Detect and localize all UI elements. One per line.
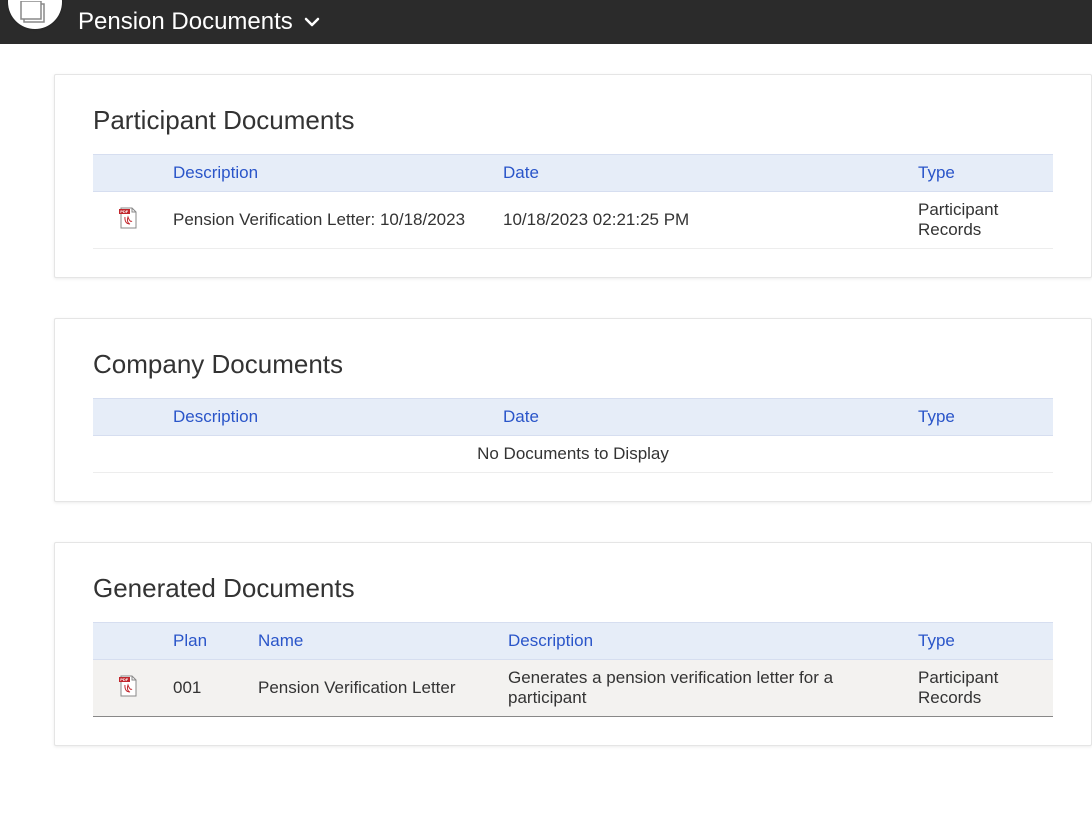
col-description[interactable]: Description	[498, 623, 908, 660]
col-description[interactable]: Description	[163, 155, 493, 192]
cell-description: Pension Verification Letter: 10/18/2023	[163, 192, 493, 249]
participant-section-title: Participant Documents	[93, 105, 1053, 136]
col-icon	[93, 399, 163, 436]
cell-name: Pension Verification Letter	[248, 660, 498, 717]
cell-date: 10/18/2023 02:21:25 PM	[493, 192, 908, 249]
chevron-down-icon	[303, 13, 321, 31]
col-type[interactable]: Type	[908, 155, 1053, 192]
cell-type: Participant Records	[908, 660, 1053, 717]
participant-documents-card: Participant Documents Description Date T…	[54, 74, 1092, 278]
empty-row: No Documents to Display	[93, 436, 1053, 473]
col-date[interactable]: Date	[493, 155, 908, 192]
generated-section-title: Generated Documents	[93, 573, 1053, 604]
col-type[interactable]: Type	[908, 399, 1053, 436]
pdf-cell[interactable]: PDF	[93, 660, 163, 717]
document-stack-icon	[20, 1, 50, 25]
cell-description: Generates a pension verification letter …	[498, 660, 908, 717]
col-icon	[93, 623, 163, 660]
svg-text:PDF: PDF	[120, 677, 129, 682]
app-icon	[8, 0, 62, 29]
col-icon	[93, 155, 163, 192]
page-body: Participant Documents Description Date T…	[0, 44, 1092, 816]
pdf-cell[interactable]: PDF	[93, 192, 163, 249]
table-row[interactable]: PDF 001 Pension Verification Letter Gene…	[93, 660, 1053, 717]
generated-documents-table: Plan Name Description Type PD	[93, 622, 1053, 717]
generated-documents-card: Generated Documents Plan Name Descriptio…	[54, 542, 1092, 746]
col-description[interactable]: Description	[163, 399, 493, 436]
cell-plan: 001	[163, 660, 248, 717]
empty-text: No Documents to Display	[93, 436, 1053, 473]
company-documents-table: Description Date Type No Documents to Di…	[93, 398, 1053, 473]
svg-text:PDF: PDF	[120, 209, 129, 214]
page-title: Pension Documents	[78, 8, 293, 36]
cell-type: Participant Records	[908, 192, 1053, 249]
col-name[interactable]: Name	[248, 623, 498, 660]
col-date[interactable]: Date	[493, 399, 908, 436]
participant-documents-table: Description Date Type PDF	[93, 154, 1053, 249]
company-section-title: Company Documents	[93, 349, 1053, 380]
topbar: Pension Documents	[0, 0, 1092, 44]
page-title-dropdown[interactable]: Pension Documents	[78, 8, 321, 36]
table-row[interactable]: PDF Pension Verification Letter: 10/18/2…	[93, 192, 1053, 249]
pdf-icon: PDF	[118, 675, 138, 697]
company-documents-card: Company Documents Description Date Type …	[54, 318, 1092, 502]
col-type[interactable]: Type	[908, 623, 1053, 660]
col-plan[interactable]: Plan	[163, 623, 248, 660]
pdf-icon: PDF	[118, 207, 138, 229]
